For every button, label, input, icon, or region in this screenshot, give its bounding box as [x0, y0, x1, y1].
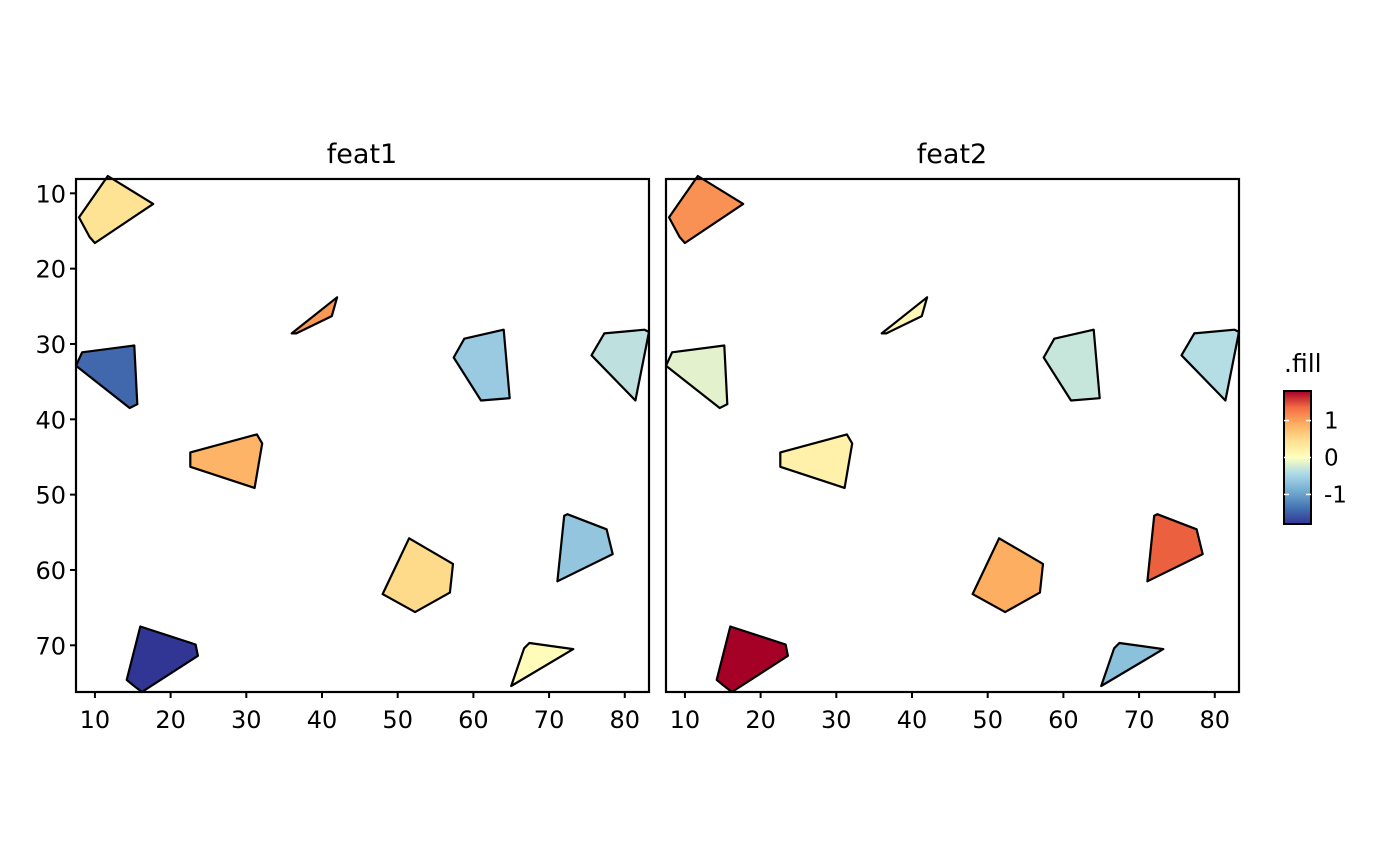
x-tick-label: 40	[307, 706, 338, 734]
cell-polygon-2	[880, 296, 929, 335]
x-axis: 10 20 30 40 50 60 70 80	[80, 692, 640, 734]
x-tick-label: 80	[1200, 706, 1231, 734]
cell-polygon-5	[590, 328, 651, 402]
y-tick-label: 10	[35, 180, 66, 208]
cell-polygon-6	[779, 433, 854, 489]
cell-polygon-10	[1100, 641, 1165, 688]
x-tick-label: 70	[1124, 706, 1155, 734]
x-tick-label: 10	[670, 706, 701, 734]
legend-title: .fill	[1284, 349, 1322, 378]
y-tick-label: 40	[35, 406, 66, 434]
facet-panel-feat1: feat1 10 20 30 40 50 60 70 80 10 20 30 40 50 60 70	[35, 139, 651, 734]
cell-polygon-8	[381, 537, 455, 614]
cell-polygon-8	[971, 537, 1045, 614]
cell-polygon-3	[664, 344, 729, 410]
legend-tick-label: 0	[1324, 446, 1339, 472]
y-tick-label: 50	[35, 482, 66, 510]
panel-frame	[664, 177, 1241, 694]
facet-title: feat2	[917, 139, 987, 170]
y-tick-label: 70	[35, 632, 66, 660]
cell-polygon-9	[125, 625, 199, 694]
cell-polygon-6	[189, 433, 264, 489]
panel-frame	[74, 177, 651, 694]
x-tick-label: 10	[80, 706, 111, 734]
y-tick-label: 20	[35, 256, 66, 284]
legend-tick-label: -1	[1324, 482, 1347, 508]
cell-polygon-9	[715, 625, 790, 694]
x-tick-label: 20	[155, 706, 186, 734]
cell-polygon-4	[1042, 328, 1101, 402]
facet-title: feat1	[327, 139, 397, 170]
x-axis: 10 20 30 40 50 60 70 80	[670, 692, 1230, 734]
cell-polygon-1	[667, 174, 745, 245]
cell-polygon-2	[290, 296, 339, 335]
x-tick-label: 70	[534, 706, 565, 734]
legend-tick-label: 1	[1324, 409, 1339, 435]
color-legend: .fill 1 0 -1	[1283, 349, 1347, 525]
y-tick-label: 60	[35, 557, 66, 585]
y-axis: 10 20 30 40 50 60 70	[35, 180, 76, 660]
x-tick-label: 60	[458, 706, 489, 734]
x-tick-label: 30	[231, 706, 262, 734]
x-tick-label: 20	[745, 706, 776, 734]
x-tick-label: 60	[1048, 706, 1079, 734]
x-tick-label: 30	[821, 706, 852, 734]
cell-polygon-10	[510, 641, 575, 688]
y-tick-label: 30	[35, 331, 66, 359]
x-tick-label: 40	[897, 706, 928, 734]
cell-polygon-1	[77, 174, 155, 245]
x-tick-label: 50	[972, 706, 1003, 734]
cell-polygon-5	[1180, 328, 1241, 402]
facet-panel-feat2: feat2 10 20 30 40 50 60 70 80	[664, 139, 1241, 734]
x-tick-label: 50	[382, 706, 413, 734]
cell-polygon-3	[74, 344, 139, 410]
x-tick-label: 80	[610, 706, 641, 734]
cell-polygon-7	[1146, 513, 1204, 583]
cell-polygon-7	[556, 513, 614, 583]
cell-polygon-4	[452, 328, 511, 402]
